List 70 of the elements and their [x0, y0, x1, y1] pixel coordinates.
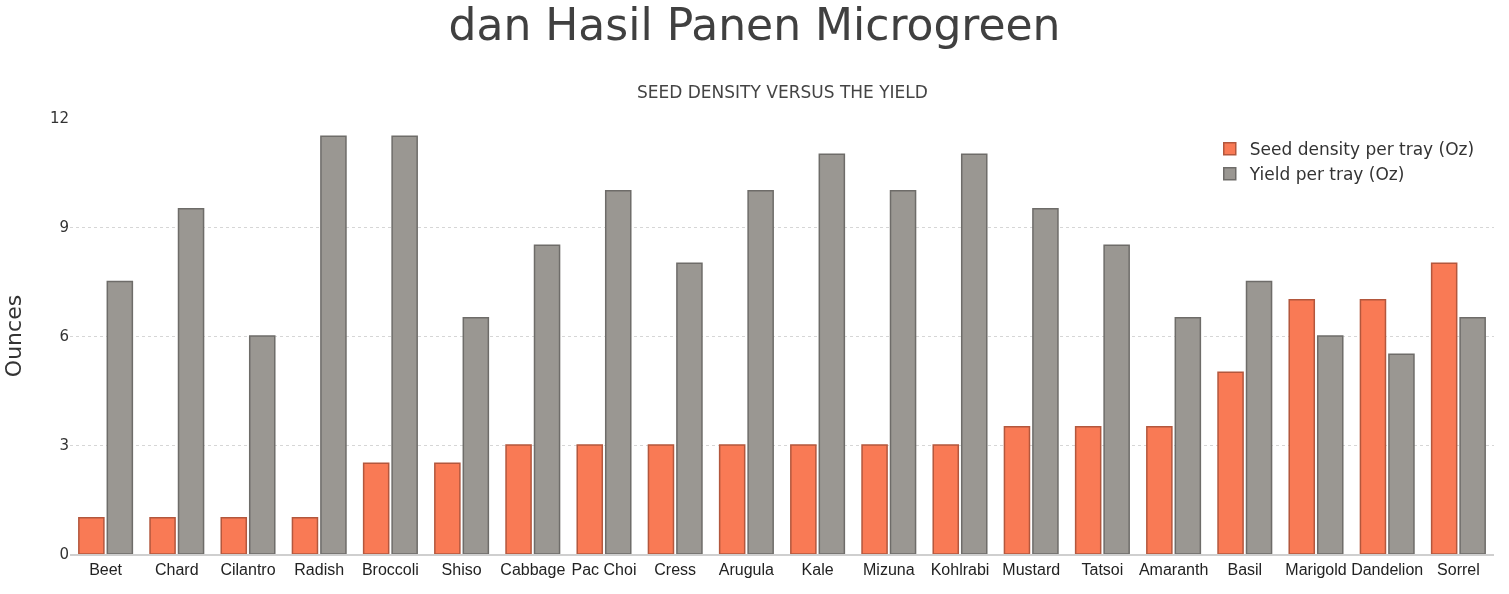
bar: [505, 444, 532, 554]
bar: [462, 317, 490, 554]
bar: [1103, 244, 1130, 554]
x-tick-label: Marigold: [1285, 561, 1347, 579]
bar: [434, 462, 461, 554]
bar: [604, 189, 632, 554]
bar: [78, 516, 105, 554]
bar: [291, 516, 319, 554]
x-tick-label: Cabbage: [500, 561, 566, 579]
x-tick-label: Beet: [89, 561, 123, 579]
y-tick-label: 12: [49, 109, 69, 128]
bar: [1245, 280, 1273, 554]
x-tick-label: Pac Choi: [571, 561, 637, 579]
x-tick-label: Tatsoi: [1081, 561, 1124, 579]
bar: [1316, 335, 1344, 554]
x-tick-label: Shiso: [441, 561, 482, 579]
bar: [320, 135, 347, 554]
bar: [220, 516, 248, 554]
x-tick-label: Arugula: [718, 561, 775, 579]
bar: [177, 208, 205, 554]
chart-subtitle: SEED DENSITY VERSUS THE YIELD: [637, 82, 928, 102]
bar: [960, 153, 988, 554]
x-tick-label: Basil: [1227, 561, 1263, 579]
bar: [149, 516, 176, 554]
y-tick-label: 9: [59, 218, 69, 237]
bar: [718, 444, 746, 554]
bar: [1003, 426, 1031, 554]
bar: [676, 262, 703, 554]
bar: [1388, 353, 1415, 554]
bar: [818, 153, 846, 554]
x-tick-label: Cilantro: [220, 561, 276, 579]
bar: [1217, 371, 1244, 554]
y-axis-title: Ounces: [0, 294, 26, 378]
x-tick-label: Amaranth: [1138, 561, 1209, 579]
x-tick-label: Radish: [294, 561, 345, 579]
bar: [576, 444, 604, 554]
bar: [1174, 317, 1202, 554]
x-tick-label: Sorrel: [1437, 561, 1480, 579]
x-tick-label: Dandelion: [1351, 561, 1424, 579]
bar: [362, 462, 390, 554]
x-tick-label: Kale: [801, 561, 834, 579]
bar: [248, 335, 276, 554]
bar: [1288, 298, 1316, 554]
bar: [1459, 317, 1486, 554]
x-tick-label: Broccoli: [361, 561, 419, 579]
bar: [790, 444, 817, 554]
bar: [1032, 208, 1059, 554]
bar: [647, 444, 675, 554]
bar: [1146, 426, 1173, 554]
x-tick-label: Chard: [155, 561, 199, 579]
legend-label: Yield per tray (Oz): [1248, 164, 1405, 185]
legend-label: Seed density per tray (Oz): [1249, 139, 1475, 160]
x-tick-label: Kohlrabi: [930, 561, 990, 579]
bar: [932, 444, 960, 554]
bar: [106, 280, 134, 554]
bar: [889, 189, 917, 554]
x-tick-label: Mizuna: [863, 561, 915, 579]
bar: [861, 444, 888, 554]
x-tick-label: Mustard: [1002, 561, 1061, 579]
bar: [1074, 426, 1102, 554]
y-tick-label: 3: [59, 436, 69, 455]
y-tick-label: 0: [59, 545, 69, 564]
chart-title: dan Hasil Panen Microgreen: [448, 0, 1061, 50]
y-tick-label: 6: [59, 327, 69, 346]
x-tick-label: Cress: [654, 561, 697, 579]
bar: [1359, 298, 1387, 554]
bar: [1430, 262, 1458, 554]
bar: [747, 189, 774, 554]
bar: [391, 135, 418, 554]
bar: [533, 244, 561, 554]
